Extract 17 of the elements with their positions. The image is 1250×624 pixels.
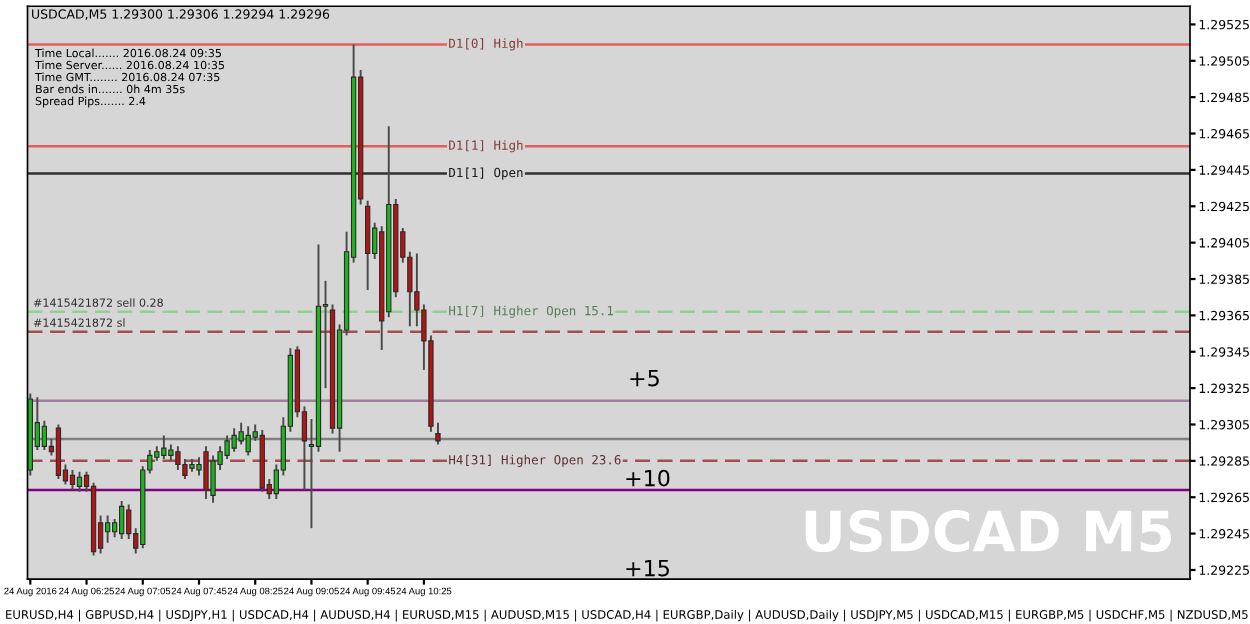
candlestick [203,445,209,501]
candlestick [104,514,111,544]
candlestick [55,423,62,481]
candlestick [161,434,167,461]
candlestick [119,499,125,541]
candlestick [231,427,237,453]
candlestick [69,468,76,491]
candlestick [175,445,181,471]
candlestick [365,199,371,291]
candlestick [210,454,216,504]
annotation: +5 [630,369,659,387]
candlestick [76,470,83,493]
candlestick [126,503,132,541]
candlestick [245,425,251,457]
annotation: +15 [626,559,669,577]
candlestick [41,419,48,451]
annotation: +10 [626,469,670,487]
